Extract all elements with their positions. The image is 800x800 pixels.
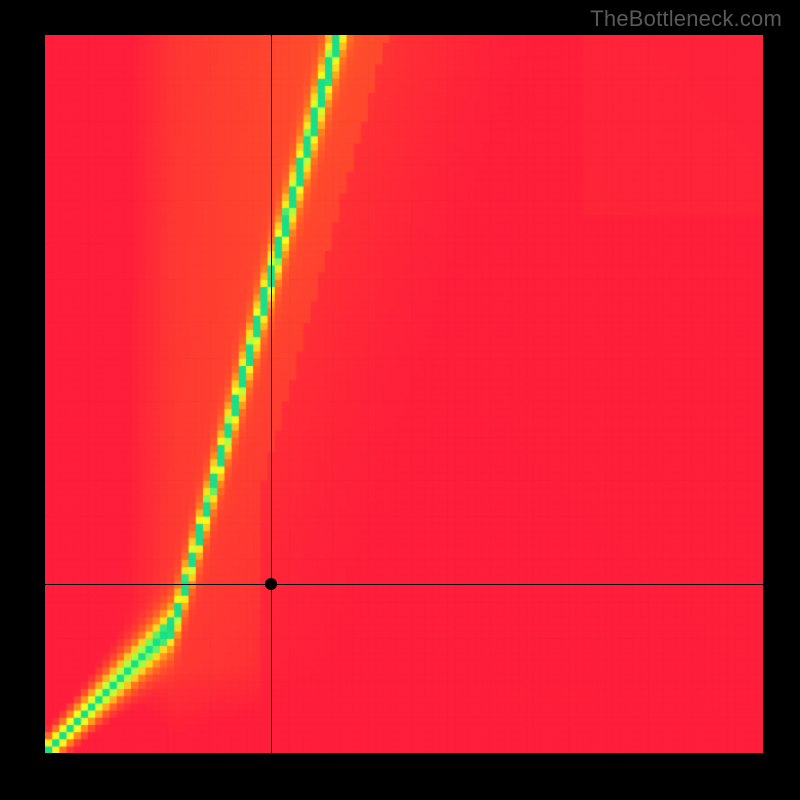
crosshair-horizontal xyxy=(45,584,763,585)
watermark-text: TheBottleneck.com xyxy=(590,6,782,32)
crosshair-vertical xyxy=(271,35,272,753)
bottleneck-heatmap xyxy=(45,35,763,753)
chart-root: TheBottleneck.com xyxy=(0,0,800,800)
